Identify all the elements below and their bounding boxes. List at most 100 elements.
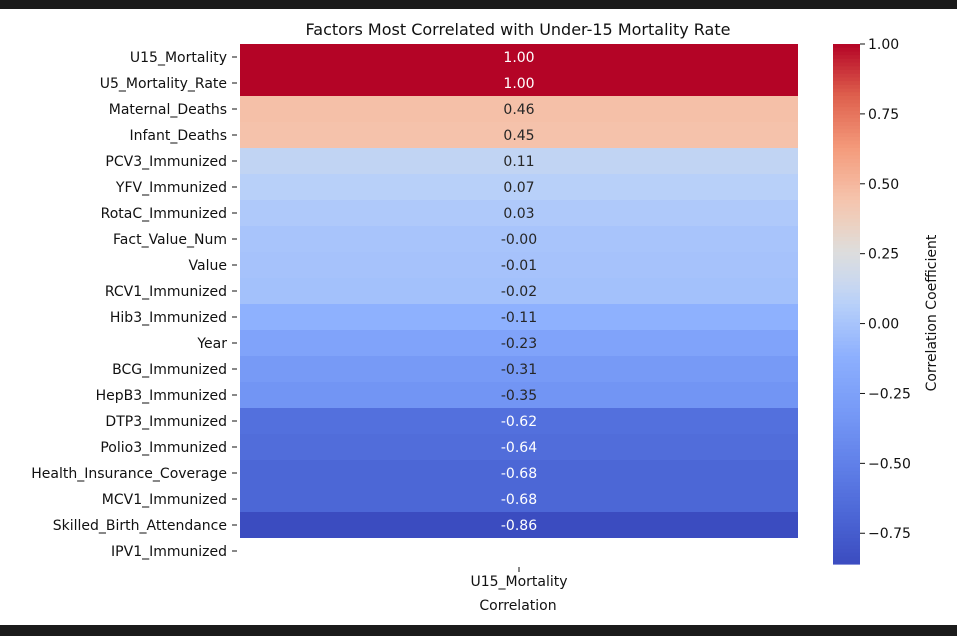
colorbar-segment [833, 348, 860, 353]
heatmap-cell [240, 434, 798, 460]
colorbar-segment [833, 177, 860, 183]
heatmap-cell [240, 304, 798, 330]
colorbar-segment [833, 292, 860, 298]
y-tick-label: Polio3_Immunized [100, 440, 227, 456]
colorbar-segment [833, 51, 860, 56]
x-axis: U15_Mortality [470, 567, 568, 590]
colorbar-segment [833, 367, 860, 372]
heatmap-cell [240, 460, 798, 486]
heatmap-cell [240, 96, 798, 122]
colorbar-segment [833, 430, 860, 435]
colorbar-segment [833, 107, 860, 112]
colorbar-segment [833, 404, 860, 409]
cell-value-label: 0.03 [503, 206, 534, 222]
colorbar-segment [833, 426, 860, 431]
colorbar-segment [833, 44, 860, 49]
colorbar-segment [833, 445, 860, 450]
cell-value-label: -0.00 [501, 232, 537, 248]
cell-value-label: -0.01 [501, 258, 537, 274]
colorbar-segment [833, 382, 860, 387]
colorbar-segment [833, 356, 860, 361]
colorbar-segment [833, 211, 860, 216]
colorbar-segment [833, 263, 860, 268]
colorbar-segment [833, 526, 860, 532]
colorbar-segment [833, 422, 860, 428]
colorbar-segment [833, 315, 860, 320]
colorbar-segment [833, 560, 860, 565]
colorbar-segment [833, 222, 860, 227]
y-tick-label: RotaC_Immunized [101, 206, 227, 222]
colorbar-segment [833, 159, 860, 164]
colorbar-tick-label: −0.50 [868, 456, 911, 472]
colorbar-tick-label: 0.25 [868, 247, 899, 263]
y-tick-label: Maternal_Deaths [109, 102, 227, 118]
colorbar-segment [833, 463, 860, 469]
x-tick-label: U15_Mortality [470, 574, 567, 590]
colorbar-segment [833, 497, 860, 502]
colorbar-segment [833, 500, 860, 506]
y-tick-label: Fact_Value_Num [113, 232, 227, 248]
colorbar-segment [833, 471, 860, 476]
colorbar-segment [833, 289, 860, 294]
colorbar-segment [833, 330, 860, 335]
colorbar-segment [833, 166, 860, 171]
colorbar-segment [833, 408, 860, 413]
colorbar-segment [833, 460, 860, 465]
colorbar-segment [833, 55, 860, 60]
y-tick-label: U15_Mortality [130, 50, 227, 66]
cell-value-label: -0.86 [501, 518, 537, 534]
colorbar-segment [833, 411, 860, 417]
y-tick-label: RCV1_Immunized [105, 284, 227, 300]
colorbar-segment [833, 62, 860, 67]
colorbar-segment [833, 486, 860, 491]
colorbar-segment [833, 493, 860, 498]
colorbar-segment [833, 322, 860, 327]
heatmap-cell [240, 382, 798, 408]
heatmap-cells: 1.00 1.00 0.46 0.45 0.11 0.07 0.03 -0.00 -0.01 -0… [240, 44, 798, 538]
colorbar-segment [833, 196, 860, 201]
colorbar-segment [833, 66, 860, 71]
colorbar-segment [833, 549, 860, 554]
heatmap-cell [240, 70, 798, 96]
colorbar-segment [833, 148, 860, 153]
colorbar-segment [833, 278, 860, 283]
colorbar-segment [833, 415, 860, 420]
y-tick-label: Hib3_Immunized [110, 310, 227, 326]
colorbar-segment [833, 359, 860, 365]
heatmap-cell [240, 252, 798, 278]
colorbar-segment [833, 84, 860, 90]
x-axis-label: Correlation [479, 598, 556, 614]
y-tick-label: Infant_Deaths [129, 128, 227, 144]
colorbar-segment [833, 396, 860, 402]
colorbar-segment [833, 274, 860, 279]
colorbar-segment [833, 170, 860, 175]
colorbar-segment [833, 448, 860, 454]
colorbar-segment [833, 229, 860, 235]
colorbar-tick-label: −0.25 [868, 386, 911, 402]
colorbar-segment [833, 140, 860, 145]
heatmap-cell [240, 512, 798, 538]
colorbar-segment [833, 252, 860, 257]
heatmap-cell [240, 122, 798, 148]
heatmap-svg: Factors Most Correlated with Under-15 Mo… [31, 20, 940, 614]
colorbar-segment [833, 341, 860, 346]
cell-value-label: -0.68 [501, 466, 537, 482]
y-tick-labels: U15_Mortality U5_Mortality_Rate Maternal_D… [31, 50, 237, 560]
heatmap-cell [240, 356, 798, 382]
colorbar-segment [833, 556, 860, 561]
cell-value-label: -0.64 [501, 440, 537, 456]
colorbar-segment [833, 374, 860, 379]
colorbar-segment [833, 92, 860, 97]
colorbar-segment [833, 47, 860, 53]
colorbar-segment [833, 504, 860, 509]
colorbar-segment [833, 434, 860, 439]
colorbar-segment [833, 110, 860, 116]
colorbar-segment [833, 489, 860, 495]
colorbar-segment [833, 58, 860, 64]
colorbar-segment [833, 259, 860, 264]
cell-value-label: -0.62 [501, 414, 537, 430]
colorbar: 1.00 0.75 0.50 0.25 0.00 −0.25 −0.50 −0.75 [833, 37, 911, 565]
colorbar-segment [833, 508, 860, 513]
colorbar-segment [833, 389, 860, 394]
y-tick-label: Year [196, 336, 227, 352]
